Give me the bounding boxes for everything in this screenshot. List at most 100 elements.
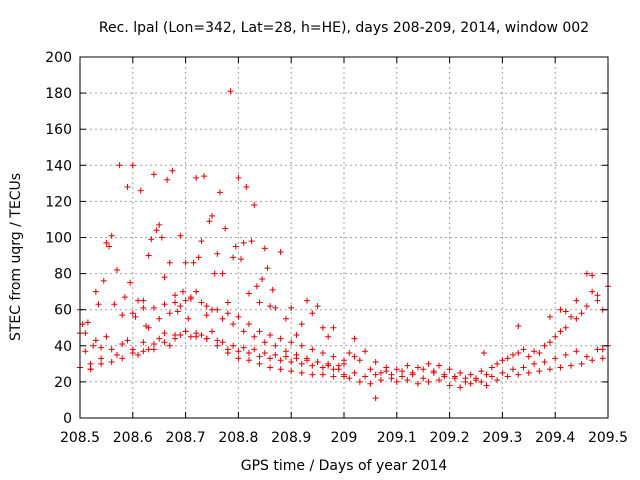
- data-point: [356, 378, 363, 385]
- x-tick-label: 208.6: [113, 430, 153, 446]
- data-point: [441, 371, 448, 378]
- data-point: [103, 239, 110, 246]
- data-point: [256, 299, 263, 306]
- data-point: [150, 340, 157, 347]
- data-point: [388, 371, 395, 378]
- data-point: [119, 312, 126, 319]
- x-tick-label: 208.5: [60, 430, 100, 446]
- data-point: [404, 377, 411, 384]
- data-point: [420, 375, 427, 382]
- data-point: [594, 346, 601, 353]
- data-point: [158, 234, 165, 241]
- data-point: [557, 328, 564, 335]
- data-point: [209, 328, 215, 335]
- data-point: [499, 357, 506, 364]
- data-point: [557, 306, 564, 313]
- data-point: [245, 321, 252, 328]
- data-point: [240, 239, 247, 246]
- data-point: [116, 162, 123, 169]
- data-point: [108, 232, 115, 239]
- data-point: [346, 350, 353, 357]
- data-point: [562, 308, 569, 315]
- y-axis-label: STEC from uqrg / TECUs: [8, 173, 24, 341]
- data-point: [330, 373, 337, 380]
- data-point: [304, 297, 311, 304]
- data-point: [304, 355, 311, 362]
- data-point: [148, 236, 155, 243]
- data-point: [214, 250, 221, 257]
- data-point: [330, 366, 337, 373]
- data-point: [351, 369, 358, 376]
- data-point: [546, 366, 553, 373]
- data-point: [399, 368, 406, 375]
- data-point: [267, 364, 274, 371]
- data-point: [119, 355, 126, 362]
- data-point: [589, 357, 596, 364]
- data-point: [140, 348, 147, 355]
- data-point: [132, 313, 139, 320]
- data-point: [451, 373, 458, 380]
- data-point: [568, 362, 575, 369]
- data-point: [298, 342, 305, 349]
- data-point: [372, 371, 379, 378]
- data-point: [288, 304, 295, 311]
- data-point: [108, 346, 115, 353]
- data-point: [583, 270, 590, 277]
- data-point: [325, 362, 332, 369]
- y-tick-label: 120: [45, 194, 72, 210]
- x-tick-label: 209.2: [430, 430, 470, 446]
- data-point: [140, 304, 147, 311]
- data-point: [82, 330, 89, 337]
- data-point: [172, 299, 179, 306]
- data-point: [293, 331, 300, 338]
- data-point: [261, 245, 268, 252]
- data-point: [414, 380, 421, 387]
- data-point: [177, 303, 184, 310]
- data-point: [209, 212, 215, 219]
- data-point: [483, 382, 490, 389]
- data-point: [201, 173, 208, 180]
- data-point: [562, 351, 569, 358]
- data-point: [536, 350, 543, 357]
- data-point: [298, 360, 305, 367]
- data-point: [282, 348, 289, 355]
- data-point: [214, 337, 221, 344]
- x-tick-label: 209.4: [535, 430, 575, 446]
- data-point: [108, 359, 115, 366]
- data-point: [90, 342, 97, 349]
- x-tick-label: 209: [331, 430, 358, 446]
- data-point: [135, 351, 142, 358]
- data-points: [77, 88, 611, 402]
- data-point: [319, 324, 326, 331]
- data-point: [383, 364, 390, 371]
- data-point: [198, 331, 205, 338]
- data-point: [203, 335, 210, 342]
- data-point: [480, 350, 487, 357]
- data-point: [95, 301, 102, 308]
- data-point: [232, 243, 239, 250]
- data-point: [298, 321, 305, 328]
- data-point: [515, 350, 522, 357]
- data-point: [425, 378, 432, 385]
- data-point: [488, 373, 495, 380]
- data-point: [420, 366, 427, 373]
- y-tick-label: 80: [54, 267, 72, 283]
- data-point: [261, 339, 268, 346]
- data-point: [98, 344, 105, 351]
- data-point: [341, 371, 347, 378]
- data-point: [573, 348, 580, 355]
- data-point: [362, 348, 369, 355]
- data-point: [277, 335, 284, 342]
- data-point: [243, 183, 250, 190]
- data-point: [161, 330, 168, 337]
- x-tick-label: 209.1: [377, 430, 417, 446]
- data-point: [399, 373, 406, 380]
- data-point: [325, 333, 332, 340]
- data-point: [256, 328, 263, 335]
- data-point: [362, 373, 369, 380]
- data-point: [245, 350, 252, 357]
- data-point: [245, 357, 252, 364]
- data-point: [190, 259, 197, 266]
- data-point: [150, 346, 157, 353]
- data-point: [150, 304, 157, 311]
